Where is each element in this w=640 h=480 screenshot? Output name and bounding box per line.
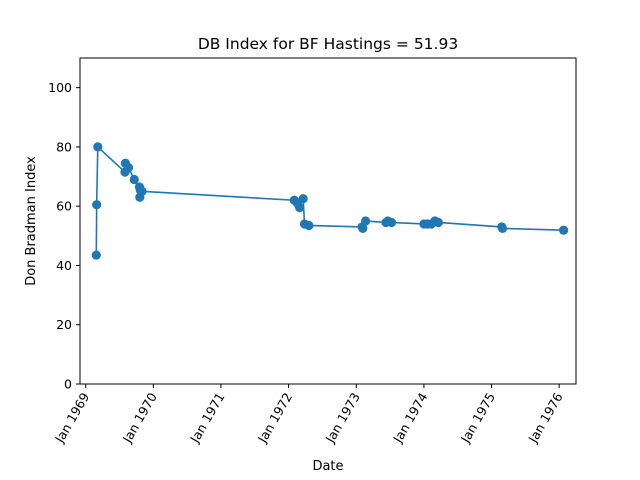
data-point xyxy=(433,217,443,228)
series-line xyxy=(95,145,564,256)
y-tick-label: 80 xyxy=(56,139,72,154)
x-tick-label: Jan 1972 xyxy=(254,390,295,446)
y-tick-label: 20 xyxy=(56,317,72,332)
data-point xyxy=(386,217,397,228)
data-point xyxy=(129,174,139,185)
x-tick-label: Jan 1975 xyxy=(457,390,498,446)
data-point xyxy=(304,220,314,231)
y-axis-label: Don Bradman Index xyxy=(24,156,39,286)
data-point xyxy=(295,203,305,213)
data-point xyxy=(298,194,308,204)
chart-title: DB Index for BF Hastings = 51.93 xyxy=(198,35,458,53)
x-tick-label: Jan 1974 xyxy=(390,390,431,446)
x-tick-label: Jan 1969 xyxy=(51,390,92,446)
y-axis: 0 20 40 60 80 100 xyxy=(48,80,80,392)
data-point xyxy=(93,142,103,152)
data-point xyxy=(123,163,134,173)
data-point xyxy=(137,186,147,196)
x-tick-label: Jan 1976 xyxy=(525,390,566,446)
x-axis-label: Date xyxy=(312,459,343,474)
data-point xyxy=(558,225,569,235)
data-point xyxy=(358,223,368,234)
data-point xyxy=(91,250,101,260)
series-db-index xyxy=(91,142,569,260)
data-point xyxy=(360,216,371,226)
y-tick-label: 60 xyxy=(56,199,72,214)
x-axis: Jan 1969 Jan 1970 Jan 1971 Jan 1972 Jan 1973… xyxy=(51,384,566,446)
data-point xyxy=(497,223,508,234)
x-tick-label: Jan 1973 xyxy=(322,390,363,446)
x-tick-label: Jan 1970 xyxy=(119,390,160,446)
y-tick-label: 40 xyxy=(56,258,72,273)
y-tick-label: 0 xyxy=(64,377,72,392)
y-tick-label: 100 xyxy=(48,80,72,95)
plot-frame xyxy=(79,57,577,385)
x-tick-label: Jan 1971 xyxy=(187,390,228,446)
data-point xyxy=(92,200,102,210)
